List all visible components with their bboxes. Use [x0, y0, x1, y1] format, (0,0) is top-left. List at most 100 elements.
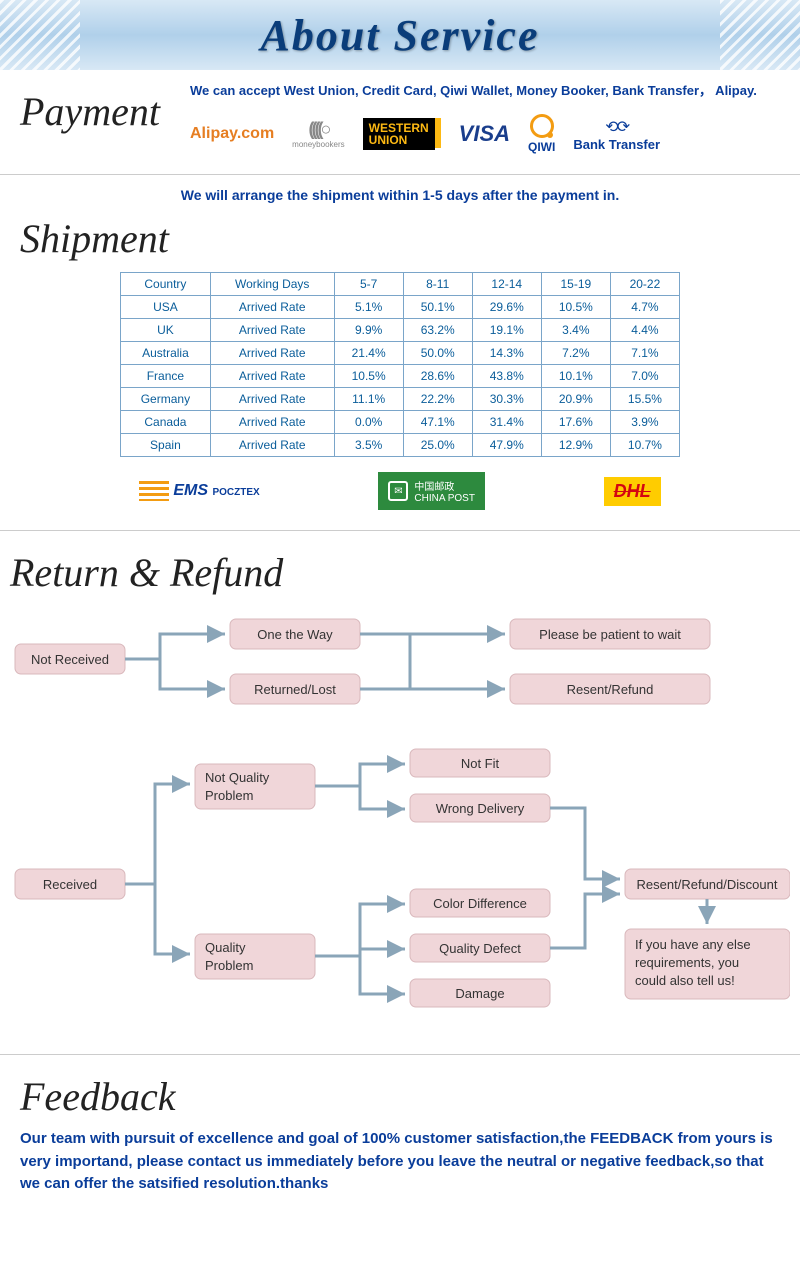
table-cell: 10.5%	[541, 296, 610, 319]
table-cell: Arrived Rate	[210, 342, 334, 365]
table-cell: 10.5%	[334, 365, 403, 388]
node-else-req-l1: If you have any else	[635, 937, 751, 952]
table-cell: 50.1%	[403, 296, 472, 319]
node-not-received: Not Received	[31, 652, 109, 667]
table-row: AustraliaArrived Rate21.4%50.0%14.3%7.2%…	[121, 342, 680, 365]
table-cell: Spain	[121, 434, 211, 457]
shipment-title: Shipment	[20, 215, 780, 262]
node-damage: Damage	[455, 986, 504, 1001]
payment-logos: Alipay.com ((((○ moneybookers WESTERNUNI…	[190, 114, 780, 154]
chinapost-logo: ✉ 中国邮政 CHINA POST	[378, 472, 485, 510]
refund-title: Return & Refund	[10, 549, 790, 596]
node-resent-refund-discount: Resent/Refund/Discount	[637, 877, 778, 892]
table-cell: 9.9%	[334, 319, 403, 342]
feedback-text: Our team with pursuit of excellence and …	[20, 1128, 780, 1196]
node-quality-l2: Problem	[205, 958, 253, 973]
table-header: 12-14	[472, 273, 541, 296]
table-header: 15-19	[541, 273, 610, 296]
node-quality-l1: Quality	[205, 940, 246, 955]
node-color-diff: Color Difference	[433, 896, 527, 911]
table-cell: France	[121, 365, 211, 388]
table-cell: Canada	[121, 411, 211, 434]
node-not-fit: Not Fit	[461, 756, 500, 771]
table-cell: 47.1%	[403, 411, 472, 434]
table-cell: 17.6%	[541, 411, 610, 434]
banner-title: About Service	[261, 10, 540, 61]
table-cell: 12.9%	[541, 434, 610, 457]
chinapost-icon: ✉	[388, 481, 408, 501]
table-cell: 7.2%	[541, 342, 610, 365]
table-cell: 21.4%	[334, 342, 403, 365]
bank-transfer-icon: ⟲⟳	[605, 117, 628, 137]
node-wrong-delivery: Wrong Delivery	[436, 801, 525, 816]
refund-flowchart: Not Received One the Way Returned/Lost P…	[10, 604, 790, 1034]
table-cell: UK	[121, 319, 211, 342]
table-cell: 3.9%	[610, 411, 679, 434]
feedback-title: Feedback	[20, 1073, 780, 1120]
table-row: CanadaArrived Rate0.0%47.1%31.4%17.6%3.9…	[121, 411, 680, 434]
table-row: UKArrived Rate9.9%63.2%19.1%3.4%4.4%	[121, 319, 680, 342]
node-not-quality-l2: Problem	[205, 788, 253, 803]
table-header: Country	[121, 273, 211, 296]
table-row: SpainArrived Rate3.5%25.0%47.9%12.9%10.7…	[121, 434, 680, 457]
table-cell: 11.1%	[334, 388, 403, 411]
node-please-wait: Please be patient to wait	[539, 627, 681, 642]
table-cell: Arrived Rate	[210, 388, 334, 411]
table-cell: 7.0%	[610, 365, 679, 388]
node-on-the-way: One the Way	[257, 627, 333, 642]
table-cell: Arrived Rate	[210, 319, 334, 342]
table-cell: 10.1%	[541, 365, 610, 388]
table-cell: 22.2%	[403, 388, 472, 411]
alipay-logo: Alipay.com	[190, 125, 274, 143]
node-quality-defect: Quality Defect	[439, 941, 521, 956]
ems-logo: EMS POCZTEX	[139, 481, 259, 501]
table-cell: 43.8%	[472, 365, 541, 388]
payment-section: Payment We can accept West Union, Credit…	[0, 70, 800, 175]
table-header: 20-22	[610, 273, 679, 296]
table-row: FranceArrived Rate10.5%28.6%43.8%10.1%7.…	[121, 365, 680, 388]
node-else-req-l3: could also tell us!	[635, 973, 735, 988]
table-cell: Arrived Rate	[210, 296, 334, 319]
table-cell: 5.1%	[334, 296, 403, 319]
table-cell: Arrived Rate	[210, 434, 334, 457]
moneybookers-logo: ((((○ moneybookers	[292, 119, 344, 149]
table-row: USAArrived Rate5.1%50.1%29.6%10.5%4.7%	[121, 296, 680, 319]
western-union-logo: WESTERNUNION	[363, 118, 441, 150]
table-cell: 3.5%	[334, 434, 403, 457]
payment-accept-text: We can accept West Union, Credit Card, Q…	[190, 80, 780, 99]
table-cell: 15.5%	[610, 388, 679, 411]
table-cell: 10.7%	[610, 434, 679, 457]
bank-transfer-logo: ⟲⟳ Bank Transfer	[573, 117, 660, 152]
table-cell: 25.0%	[403, 434, 472, 457]
dhl-logo: DHL	[604, 477, 661, 506]
table-cell: 7.1%	[610, 342, 679, 365]
table-header: Working Days	[210, 273, 334, 296]
node-else-req-l2: requirements, you	[635, 955, 739, 970]
table-cell: Germany	[121, 388, 211, 411]
banner: About Service	[0, 0, 800, 70]
table-row: GermanyArrived Rate11.1%22.2%30.3%20.9%1…	[121, 388, 680, 411]
shipment-note: We will arrange the shipment within 1-5 …	[20, 187, 780, 203]
node-resent-refund: Resent/Refund	[567, 682, 654, 697]
table-cell: 19.1%	[472, 319, 541, 342]
table-cell: 28.6%	[403, 365, 472, 388]
table-cell: 47.9%	[472, 434, 541, 457]
table-cell: USA	[121, 296, 211, 319]
node-received: Received	[43, 877, 97, 892]
node-returned-lost: Returned/Lost	[254, 682, 336, 697]
ems-stripes-icon	[139, 481, 169, 501]
table-cell: 30.3%	[472, 388, 541, 411]
qiwi-icon	[530, 114, 554, 138]
moneybookers-icon: ((((○	[308, 119, 328, 140]
table-cell: 63.2%	[403, 319, 472, 342]
payment-title: Payment	[20, 88, 170, 135]
table-cell: 0.0%	[334, 411, 403, 434]
carrier-logos: EMS POCZTEX ✉ 中国邮政 CHINA POST DHL	[80, 472, 720, 510]
node-not-quality-l1: Not Quality	[205, 770, 270, 785]
table-cell: 29.6%	[472, 296, 541, 319]
table-cell: Australia	[121, 342, 211, 365]
table-cell: 4.4%	[610, 319, 679, 342]
table-cell: 14.3%	[472, 342, 541, 365]
table-header: 8-11	[403, 273, 472, 296]
feedback-section: Feedback Our team with pursuit of excell…	[0, 1055, 800, 1226]
